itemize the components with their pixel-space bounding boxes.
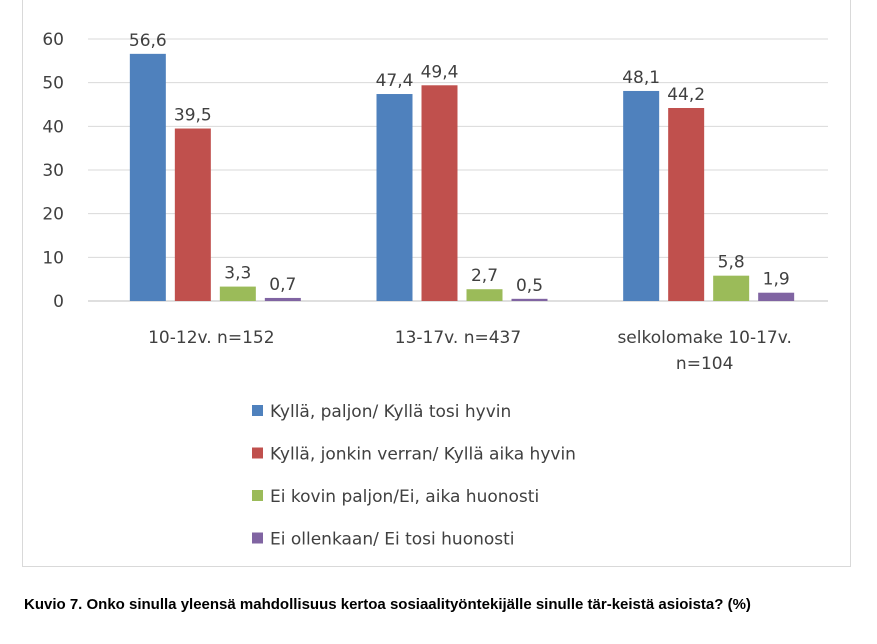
data-label: 47,4	[376, 71, 414, 91]
x-tick-label: 13-17v. n=437	[395, 328, 521, 348]
y-tick-label: 0	[53, 292, 64, 312]
data-label: 3,3	[224, 264, 251, 284]
bar-chart: 0 10 20 30 40 50 60 56,6 39,5 3,3 0,7 10-12v. n=152…	[42, 30, 828, 550]
y-tick-label: 60	[42, 30, 64, 50]
data-label: 56,6	[129, 31, 167, 51]
legend-swatch	[252, 405, 263, 416]
bar	[174, 128, 211, 301]
bar	[623, 90, 660, 301]
legend-swatch	[252, 532, 263, 544]
bar	[758, 292, 795, 301]
y-tick-label: 10	[42, 248, 64, 268]
y-tick-label: 50	[42, 74, 64, 94]
y-tick-label: 30	[42, 161, 64, 181]
figure-caption: Kuvio 7. Onko sinulla yleensä mahdollisu…	[24, 596, 751, 613]
data-label: 1,9	[763, 270, 790, 290]
bar	[219, 286, 256, 301]
data-label: 49,4	[421, 62, 459, 82]
legend-label: Kyllä, paljon/ Kyllä tosi hyvin	[270, 402, 511, 422]
legend-swatch	[252, 447, 263, 459]
legend-label: Ei ollenkaan/ Ei tosi huonosti	[270, 530, 515, 550]
x-tick-label: selkolomake 10-17v.	[617, 328, 791, 348]
bar	[376, 94, 413, 302]
legend-label: Ei kovin paljon/Ei, aika huonosti	[270, 487, 539, 507]
bar	[511, 298, 548, 301]
y-tick-label: 20	[42, 205, 64, 225]
bar	[421, 85, 458, 301]
x-tick-label: 10-12v. n=152	[148, 328, 274, 348]
bar	[264, 297, 301, 301]
bar	[668, 107, 705, 301]
bar	[713, 275, 750, 301]
bar	[129, 53, 166, 302]
legend-swatch	[252, 490, 263, 501]
data-label: 48,1	[622, 68, 660, 88]
chart-frame	[22, 0, 851, 567]
data-label: 39,5	[174, 106, 212, 126]
x-tick-label: n=104	[676, 354, 733, 374]
legend-label: Kyllä, jonkin verran/ Kyllä aika hyvin	[270, 445, 576, 465]
bar	[466, 289, 503, 301]
data-label: 5,8	[718, 253, 745, 273]
data-label: 0,5	[516, 276, 543, 296]
data-label: 44,2	[667, 85, 705, 105]
data-label: 0,7	[269, 275, 296, 295]
data-label: 2,7	[471, 266, 498, 286]
y-tick-label: 40	[42, 117, 64, 137]
